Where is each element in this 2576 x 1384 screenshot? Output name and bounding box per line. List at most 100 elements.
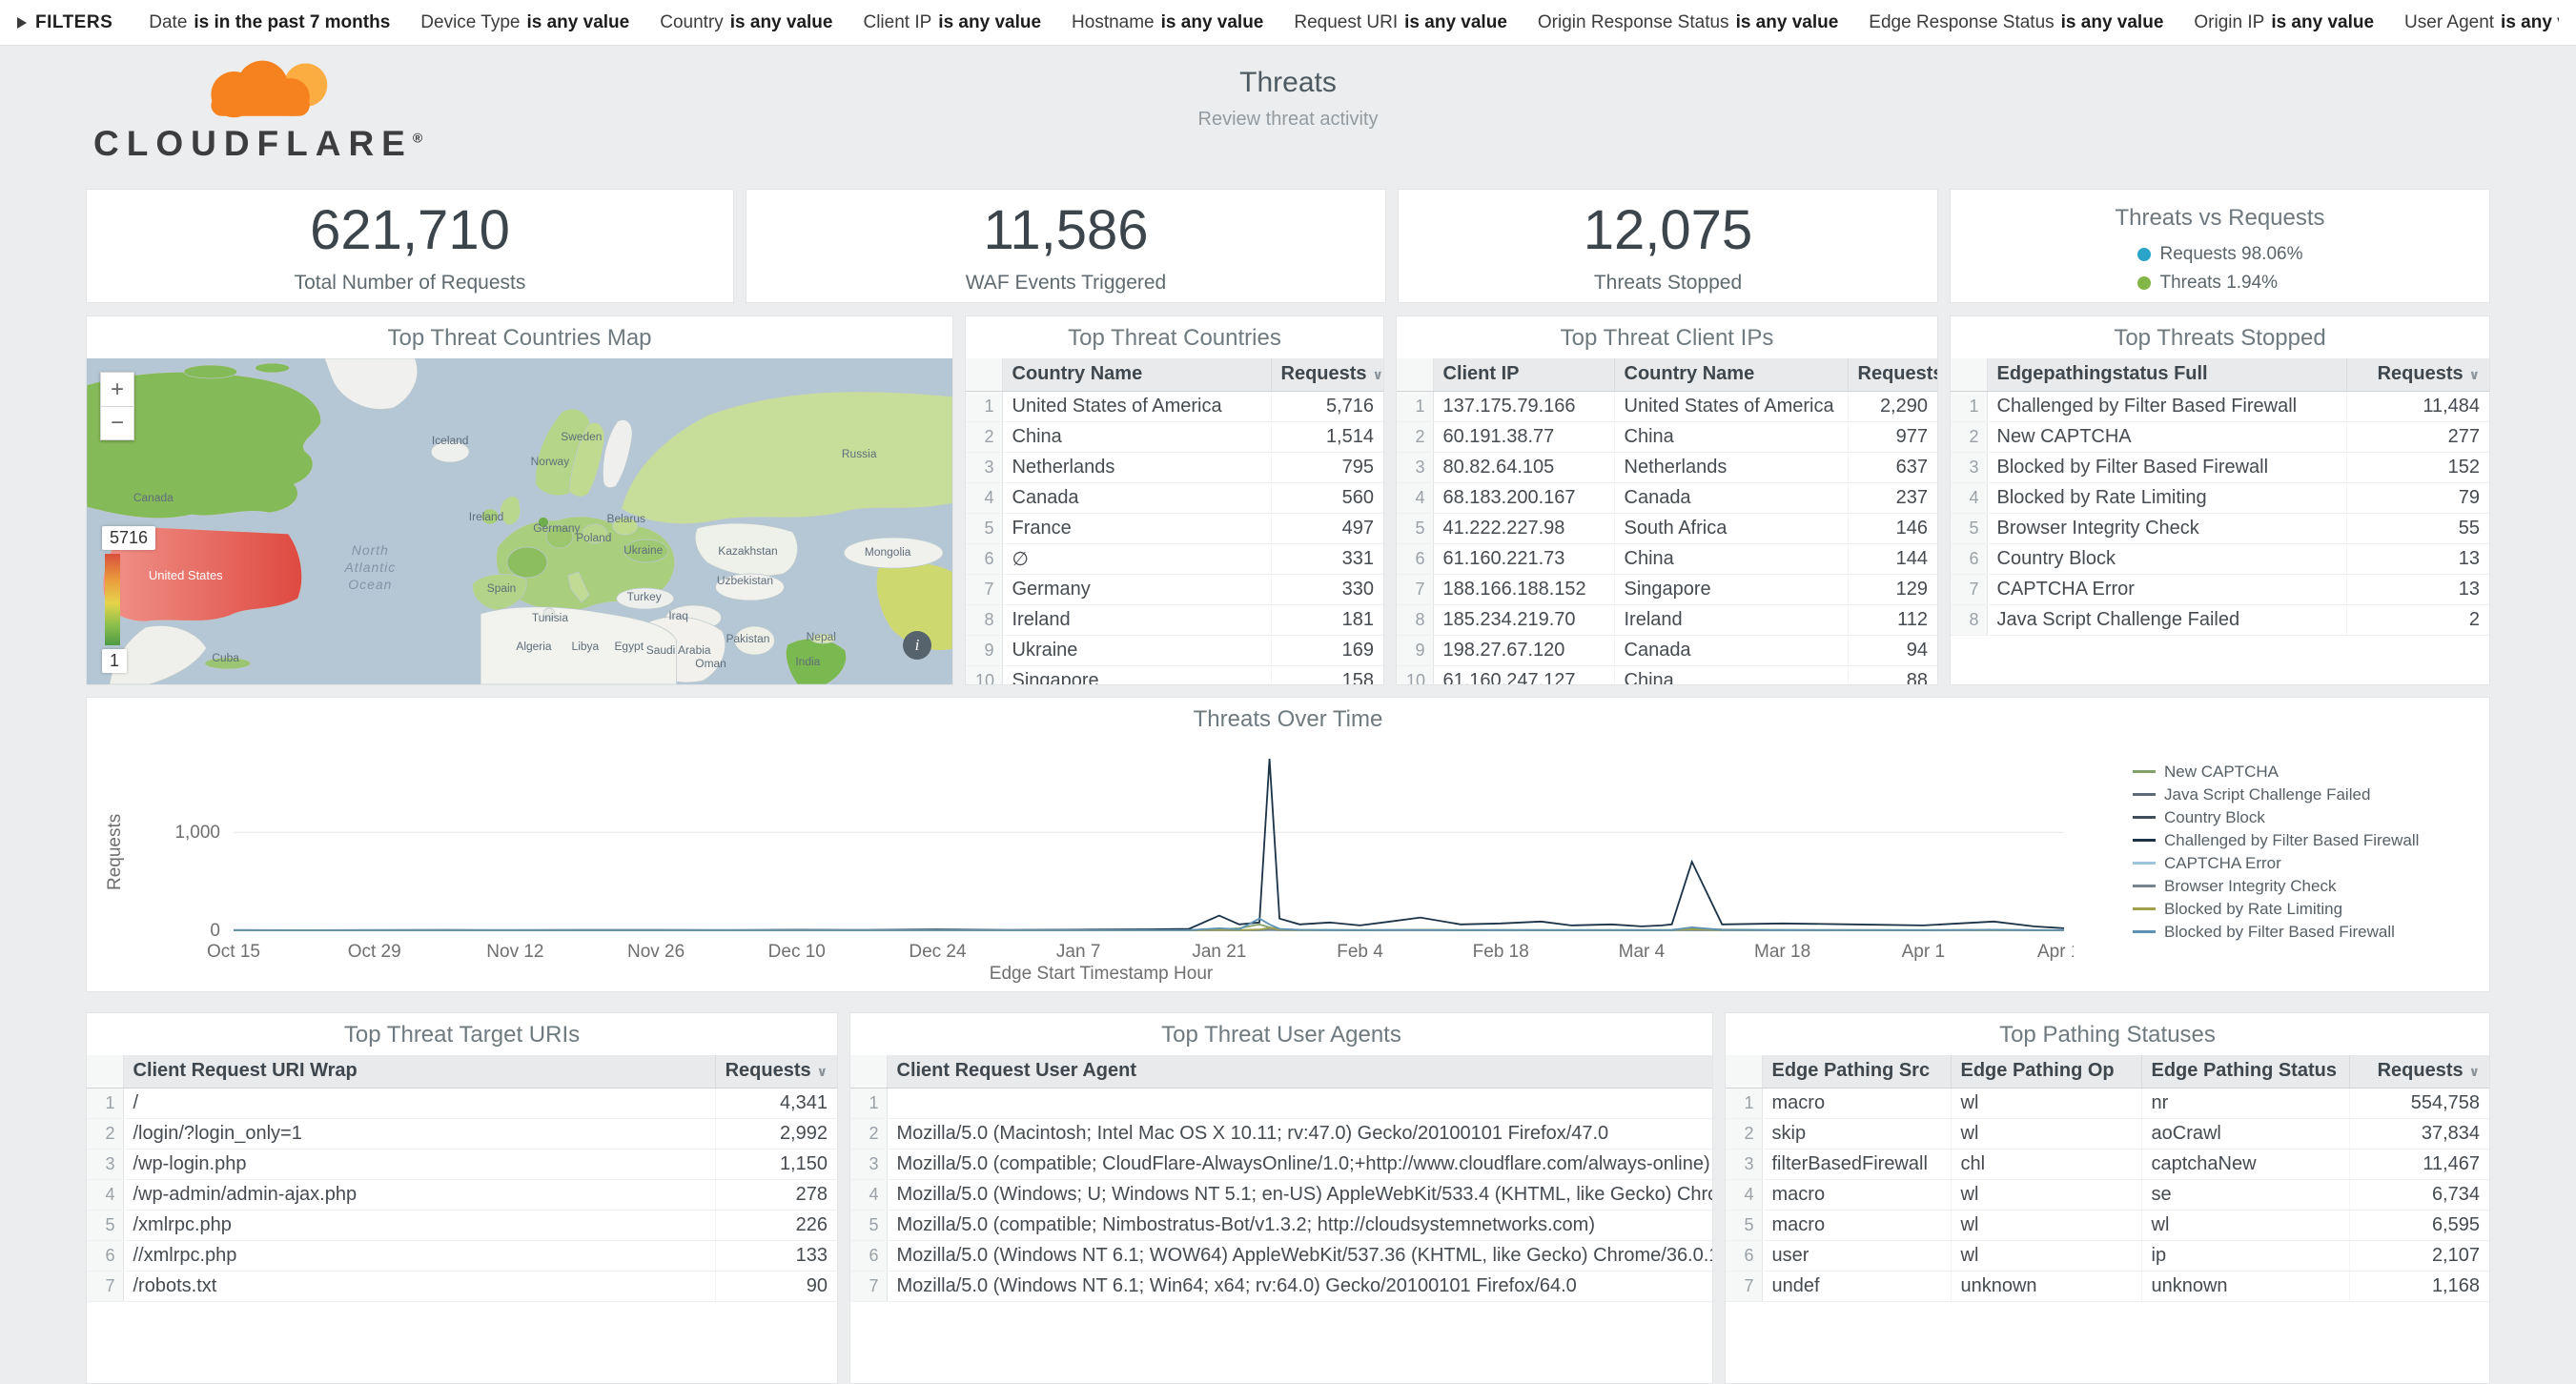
table-row[interactable]: 1	[850, 1088, 1712, 1118]
map-zoom-in-button[interactable]: +	[100, 372, 134, 406]
kpi-label: WAF Events Triggered	[966, 272, 1166, 295]
map-info-icon[interactable]: i	[903, 631, 931, 660]
column-header[interactable]: Country Name	[1002, 358, 1271, 391]
column-header[interactable]: Edge Pathing Status	[2141, 1055, 2349, 1088]
panel-title: Top Threat Countries Map	[87, 316, 952, 358]
map-country-label: Canada	[133, 491, 174, 504]
column-header[interactable]: Client IP	[1433, 358, 1614, 391]
chart-legend-item[interactable]: New CAPTCHA	[2133, 761, 2474, 784]
panel-title: Top Threats Stopped	[1951, 316, 2489, 358]
column-header[interactable]: Requests∨	[2349, 1055, 2489, 1088]
chart-legend-item[interactable]: Blocked by Filter Based Firewall	[2133, 921, 2474, 944]
chart-legend-item[interactable]: Blocked by Rate Limiting	[2133, 898, 2474, 921]
table-row[interactable]: 6∅331	[966, 543, 1383, 574]
map-color-scale: 5716 1	[102, 526, 155, 673]
map-zoom-out-button[interactable]: −	[100, 406, 134, 440]
chart-legend-item[interactable]: Java Script Challenge Failed	[2133, 784, 2474, 806]
column-header[interactable]: Requests∨	[715, 1055, 837, 1088]
column-header[interactable]: Edge Pathing Op	[1951, 1055, 2141, 1088]
map-country-france[interactable]	[507, 547, 547, 578]
column-header[interactable]: Edge Pathing Src	[1762, 1055, 1951, 1088]
column-header[interactable]: Client Request URI Wrap	[123, 1055, 715, 1088]
column-header[interactable]: Country Name	[1614, 358, 1848, 391]
chart-legend-item[interactable]: CAPTCHA Error	[2133, 852, 2474, 875]
filters-toggle[interactable]: FILTERS	[17, 12, 112, 33]
map-country-label: Ireland	[469, 510, 504, 523]
column-header[interactable]: Requests∨	[2346, 358, 2489, 391]
chart-legend-item[interactable]: Browser Integrity Check	[2133, 875, 2474, 898]
column-header[interactable]: Edgepathingstatus Full	[1987, 358, 2346, 391]
chart-legend-item[interactable]: Country Block	[2133, 806, 2474, 829]
column-header[interactable]: Requests∨	[1271, 358, 1383, 391]
column-header[interactable]: Requests∨	[1848, 358, 1937, 391]
chart-legend-item[interactable]: Challenged by Filter Based Firewall	[2133, 829, 2474, 852]
kpi-value: 12,075	[1584, 198, 1752, 262]
table-row[interactable]: 1/4,341	[87, 1088, 837, 1118]
column-header[interactable]: Client Request User Agent	[887, 1055, 1712, 1088]
